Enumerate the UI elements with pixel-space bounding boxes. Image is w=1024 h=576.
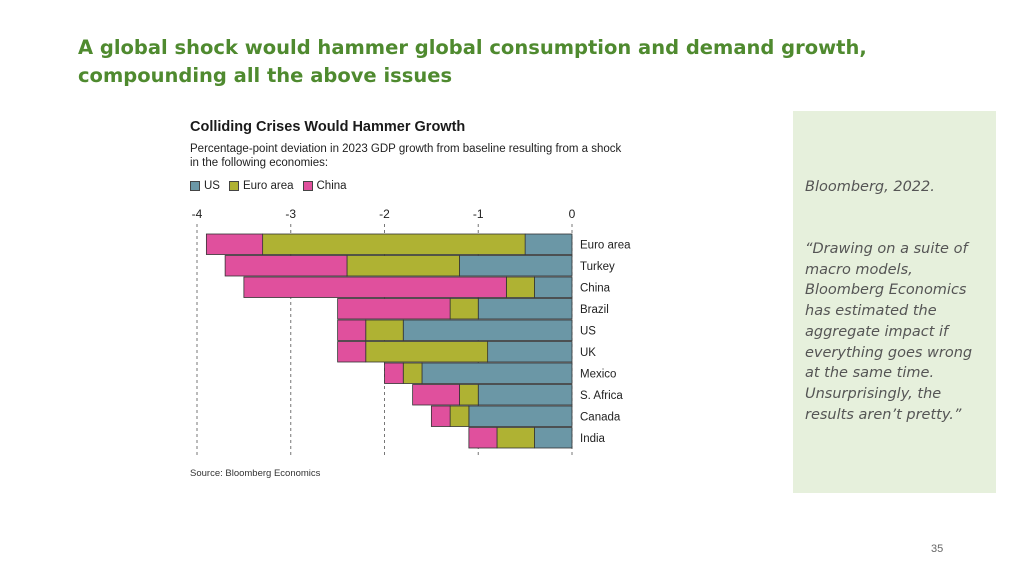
category-label: S. Africa (580, 390, 623, 402)
category-label: China (580, 282, 611, 294)
bar-segment (477, 384, 573, 406)
legend-label-us: US (204, 180, 220, 192)
legend-label-euro-area: Euro area (242, 180, 294, 192)
chart-title: Colliding Crises Would Hammer Growth (190, 119, 466, 135)
x-tick-label: 0 (569, 207, 576, 221)
bar-segment (496, 427, 535, 449)
legend-label-china: China (316, 180, 347, 192)
category-label: India (580, 433, 606, 445)
category-label: Euro area (580, 239, 631, 251)
category-label: Brazil (580, 304, 609, 316)
bar-segment (205, 233, 264, 255)
bar-segment (534, 276, 573, 298)
bar-segment (487, 341, 573, 363)
bar-segment (524, 233, 573, 255)
bar-segment (262, 233, 526, 255)
bar-segment (365, 341, 489, 363)
bar-segment (468, 427, 498, 449)
bar-segment (402, 319, 573, 341)
bar-segment (534, 427, 573, 449)
legend-item-us: US (190, 180, 220, 192)
bar-segment (346, 255, 460, 277)
chart-subtitle: Percentage-point deviation in 2023 GDP g… (190, 143, 622, 169)
bar-segment (337, 341, 367, 363)
bar-segment (224, 255, 348, 277)
bar-segment (459, 384, 479, 406)
chart-legend: US Euro area China (190, 180, 347, 192)
bar-segment (243, 276, 507, 298)
category-label: Canada (580, 411, 621, 423)
x-tick-label: -2 (379, 207, 390, 221)
bar-segment (459, 255, 573, 277)
bar-segment (505, 276, 535, 298)
chart-source: Source: Bloomberg Economics (190, 468, 321, 479)
bar-segment (384, 362, 404, 384)
category-label: UK (580, 347, 596, 359)
bar-segment (412, 384, 460, 406)
bar-segment (477, 298, 573, 320)
category-label: Mexico (580, 368, 616, 380)
side-panel-citation: Bloomberg, 2022. (805, 179, 935, 195)
legend-swatch-us (190, 181, 200, 191)
category-label: Turkey (580, 261, 615, 273)
x-tick-label: -1 (473, 207, 484, 221)
bar-segment (402, 362, 423, 384)
bar-segment (337, 319, 367, 341)
legend-item-euro-area: Euro area (228, 180, 294, 192)
bar-segment (468, 405, 573, 427)
bar-segment (337, 298, 451, 320)
legend-item-china: China (302, 180, 347, 192)
x-tick-label: -3 (285, 207, 296, 221)
page-number: 35 (931, 543, 944, 555)
x-tick-label: -4 (192, 207, 203, 221)
bar-segment (421, 362, 573, 384)
legend-swatch-china (302, 181, 313, 191)
category-label: US (580, 325, 596, 337)
side-panel: Bloomberg, 2022. “Drawing on a suite of … (793, 111, 996, 493)
bar-segment (365, 319, 404, 341)
bar-segment (449, 405, 470, 427)
side-panel-quote: “Drawing on a suite of macro models, Blo… (805, 241, 973, 423)
legend-swatch-euro-area (228, 181, 239, 191)
bar-segment (449, 298, 479, 320)
bar-segment (430, 405, 451, 427)
slide-title: A global shock would hammer global consu… (78, 36, 867, 87)
